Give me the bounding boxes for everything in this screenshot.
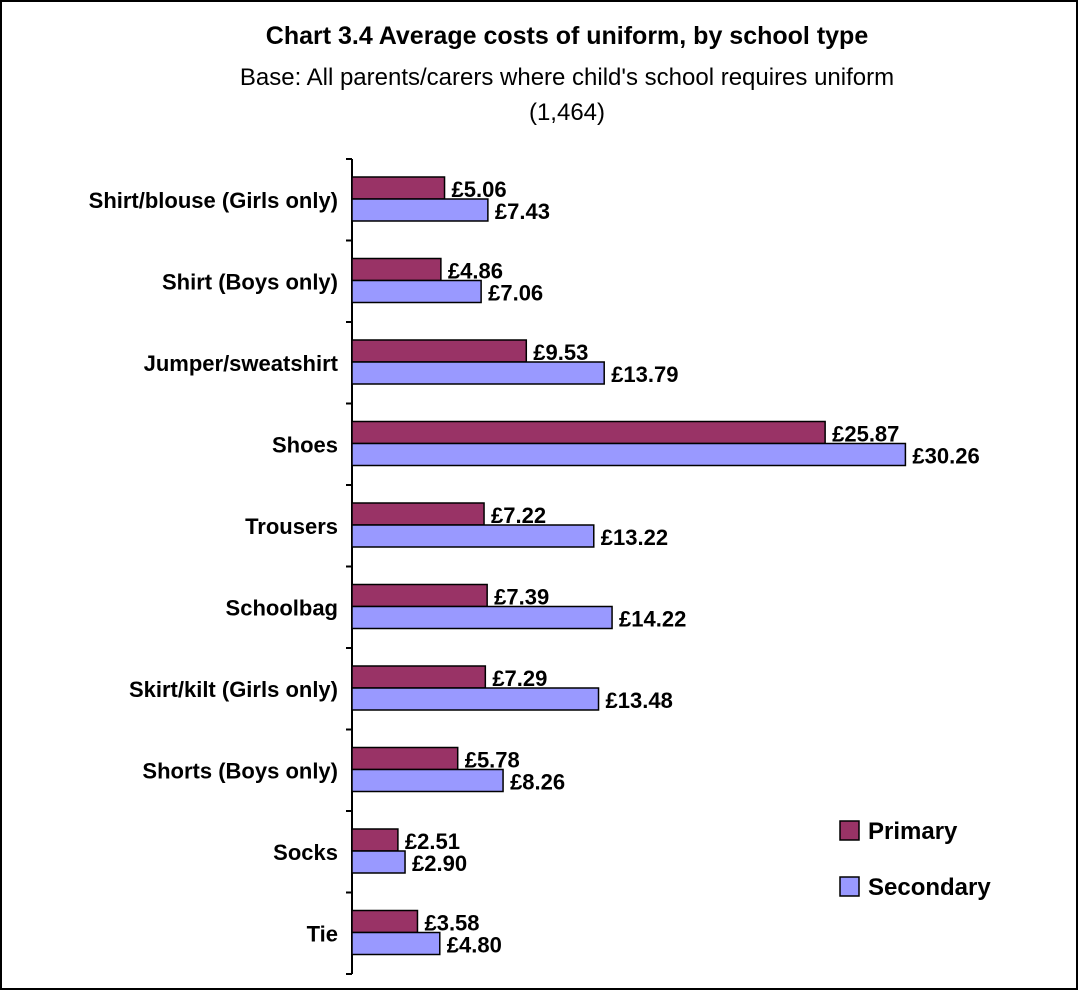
data-label-primary: £4.86 bbox=[448, 259, 503, 284]
data-label-primary: £2.51 bbox=[405, 829, 460, 854]
bar-primary bbox=[351, 665, 487, 689]
bar-primary bbox=[351, 502, 485, 526]
category-label: Trousers bbox=[245, 514, 338, 539]
bar-primary bbox=[351, 583, 488, 608]
bar-secondary bbox=[351, 361, 605, 385]
bar-primary bbox=[351, 339, 528, 363]
data-label-secondary: £30.26 bbox=[912, 444, 979, 469]
legend-swatch-primary bbox=[839, 820, 860, 841]
bar-primary bbox=[351, 909, 419, 934]
bar-secondary bbox=[351, 198, 489, 222]
data-label-secondary: £7.06 bbox=[488, 281, 543, 306]
bar-secondary bbox=[351, 442, 907, 467]
bar-secondary bbox=[351, 524, 595, 548]
category-label: Skirt/kilt (Girls only) bbox=[129, 677, 338, 702]
data-label-secondary: £14.22 bbox=[619, 607, 686, 632]
bar-secondary bbox=[351, 931, 441, 956]
data-label-primary: £3.58 bbox=[424, 911, 479, 936]
bar-secondary bbox=[351, 605, 613, 630]
data-label-secondary: £13.22 bbox=[601, 525, 668, 550]
bar-secondary bbox=[351, 850, 406, 874]
data-label-primary: £25.87 bbox=[832, 422, 899, 447]
data-label-primary: £9.53 bbox=[533, 340, 588, 365]
data-label-primary: £5.78 bbox=[465, 748, 520, 773]
category-label: Shoes bbox=[272, 432, 338, 457]
data-label-primary: £7.29 bbox=[492, 666, 547, 691]
bar-primary bbox=[351, 176, 446, 200]
category-label: Jumper/sweatshirt bbox=[144, 351, 339, 376]
data-label-secondary: £7.43 bbox=[495, 199, 550, 224]
bar-secondary bbox=[351, 687, 600, 711]
bar-primary bbox=[351, 257, 442, 282]
bar-primary bbox=[351, 420, 826, 445]
data-label-primary: £7.39 bbox=[494, 585, 549, 610]
category-label: Schoolbag bbox=[226, 595, 338, 620]
chart-subtitle-base: Base: All parents/carers where child's s… bbox=[240, 64, 894, 91]
category-label: Shirt/blouse (Girls only) bbox=[89, 188, 338, 213]
legend-label-secondary: Secondary bbox=[868, 874, 991, 901]
bar-primary bbox=[351, 828, 399, 852]
data-label-secondary: £4.80 bbox=[447, 933, 502, 958]
data-label-secondary: £13.48 bbox=[606, 688, 673, 713]
chart-subtitle-count: (1,464) bbox=[529, 99, 605, 126]
category-label: Shorts (Boys only) bbox=[142, 758, 338, 783]
plot-area: Shirt/blouse (Girls only) £5.06£7.43 Shirt… bbox=[89, 158, 980, 975]
bar-secondary bbox=[351, 279, 482, 304]
data-label-secondary: £8.26 bbox=[510, 770, 565, 795]
category-label: Socks bbox=[273, 840, 338, 865]
data-label-primary: £7.22 bbox=[491, 503, 546, 528]
category-label: Shirt (Boys only) bbox=[162, 269, 338, 294]
data-label-secondary: £13.79 bbox=[611, 362, 678, 387]
legend-label-primary: Primary bbox=[868, 818, 958, 845]
bar-primary bbox=[351, 746, 459, 771]
category-label: Tie bbox=[307, 921, 338, 946]
data-label-secondary: £2.90 bbox=[412, 851, 467, 876]
data-label-primary: £5.06 bbox=[452, 177, 507, 202]
bar-secondary bbox=[351, 768, 504, 793]
chart-title: Chart 3.4 Average costs of uniform, by s… bbox=[266, 22, 869, 50]
legend: Primary Secondary bbox=[839, 818, 991, 901]
legend-swatch-secondary bbox=[839, 876, 860, 897]
